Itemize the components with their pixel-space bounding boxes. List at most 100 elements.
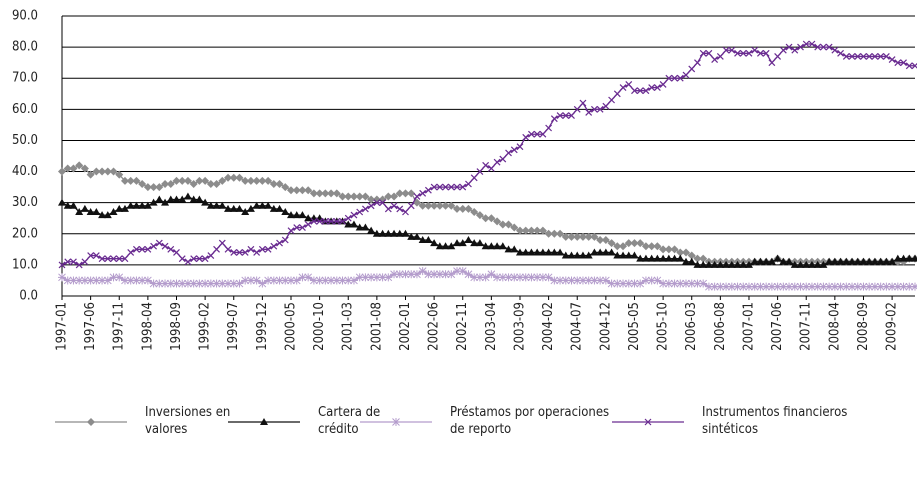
marker <box>498 242 507 250</box>
marker <box>344 276 353 285</box>
marker <box>412 270 421 279</box>
marker <box>527 273 536 282</box>
marker <box>161 242 169 250</box>
marker <box>739 260 748 268</box>
marker <box>504 220 513 229</box>
marker <box>516 143 524 151</box>
marker <box>367 195 376 204</box>
marker <box>464 236 473 243</box>
marker <box>699 254 708 263</box>
x-tick-label: 1997-01 <box>55 302 70 351</box>
marker <box>430 270 439 279</box>
marker <box>372 273 381 282</box>
marker <box>607 279 616 288</box>
marker <box>556 248 565 256</box>
marker <box>235 173 244 182</box>
marker <box>80 204 89 212</box>
marker <box>556 229 565 238</box>
marker <box>149 183 158 192</box>
y-tick-label: 80.0 <box>12 40 38 55</box>
marker <box>888 257 897 265</box>
marker <box>104 255 112 263</box>
marker <box>728 46 736 54</box>
marker <box>619 242 628 251</box>
marker <box>647 276 656 285</box>
marker <box>722 282 731 291</box>
marker <box>785 282 794 291</box>
marker <box>252 176 261 185</box>
marker <box>653 276 662 285</box>
marker <box>510 223 519 232</box>
marker <box>716 282 725 291</box>
marker <box>98 276 107 285</box>
marker <box>893 282 902 291</box>
marker <box>790 282 799 291</box>
marker <box>247 245 255 253</box>
marker <box>304 221 312 228</box>
marker <box>80 164 89 173</box>
marker <box>504 245 513 253</box>
marker <box>762 49 770 57</box>
marker <box>830 257 839 265</box>
marker <box>504 273 513 282</box>
marker <box>882 257 891 265</box>
marker <box>344 220 353 228</box>
marker <box>92 252 100 259</box>
marker <box>750 282 759 291</box>
marker <box>773 282 782 291</box>
marker <box>86 170 95 179</box>
marker <box>853 257 862 265</box>
marker <box>842 257 851 265</box>
marker <box>69 276 78 285</box>
marker <box>533 130 541 138</box>
marker <box>807 260 816 268</box>
marker <box>631 87 638 95</box>
marker <box>275 276 284 285</box>
marker <box>727 282 736 291</box>
marker <box>796 282 805 291</box>
x-tick-label: 2004-12 <box>598 302 613 351</box>
marker <box>304 186 313 195</box>
marker <box>315 189 324 198</box>
y-tick-label: 50.0 <box>12 133 38 148</box>
marker <box>332 189 341 198</box>
marker <box>166 279 175 288</box>
marker <box>687 251 696 260</box>
marker <box>682 248 691 257</box>
marker <box>430 239 439 247</box>
marker <box>584 251 593 259</box>
marker <box>298 273 307 282</box>
marker <box>648 84 656 91</box>
marker <box>619 84 627 91</box>
marker <box>802 282 811 291</box>
y-tick-label: 10.0 <box>12 257 38 272</box>
marker <box>493 217 502 226</box>
marker <box>533 226 542 235</box>
marker <box>258 201 267 209</box>
marker <box>567 276 576 285</box>
marker <box>550 276 559 285</box>
marker <box>900 59 907 67</box>
marker <box>241 276 250 285</box>
marker <box>92 208 101 215</box>
marker <box>447 183 455 191</box>
series-markers <box>58 40 917 269</box>
marker <box>578 232 587 241</box>
marker <box>773 254 782 262</box>
marker <box>166 180 175 188</box>
marker <box>596 276 605 285</box>
marker <box>475 273 484 282</box>
marker <box>333 217 341 225</box>
marker <box>195 176 204 185</box>
marker <box>252 276 261 285</box>
marker <box>195 255 203 263</box>
marker <box>121 255 129 263</box>
marker <box>527 248 536 256</box>
marker <box>515 226 524 235</box>
marker <box>315 276 324 285</box>
marker <box>235 279 244 288</box>
marker <box>58 273 66 282</box>
marker <box>349 220 358 228</box>
marker <box>373 199 381 207</box>
marker <box>854 53 862 60</box>
